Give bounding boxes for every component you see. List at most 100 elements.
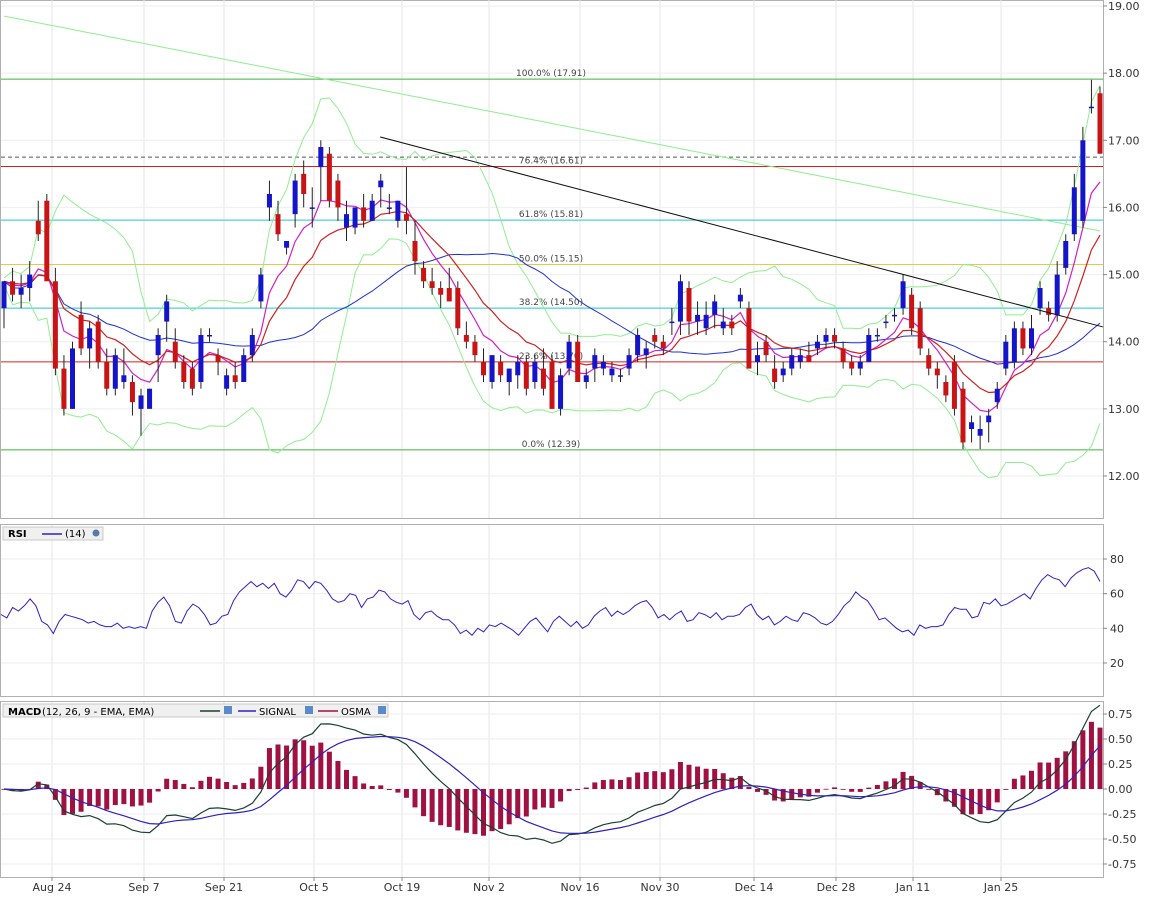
macd-params: (12, 26, 9 - EMA, EMA) xyxy=(42,707,154,718)
macd-tick-label: -0.50 xyxy=(1108,833,1136,846)
macd-tick-label: 0.50 xyxy=(1108,733,1133,746)
candle-body xyxy=(695,314,701,322)
candle-body xyxy=(224,375,230,389)
osma-bar xyxy=(1054,757,1060,789)
candle-body xyxy=(27,274,33,288)
osma-histogram xyxy=(1,721,1103,836)
fib-label: 76.4% (16.61) xyxy=(519,156,583,166)
candle-body xyxy=(780,368,786,376)
candle-body xyxy=(1029,328,1034,349)
signal-label: SIGNAL xyxy=(259,707,296,718)
osma-bar xyxy=(857,789,863,792)
rsi-tick-label: 20 xyxy=(1110,657,1124,670)
candle-body xyxy=(506,368,512,382)
candle-body xyxy=(523,361,529,389)
osma-bar xyxy=(515,789,521,819)
candle-body xyxy=(18,288,24,295)
osma-bar xyxy=(566,789,572,792)
osma-bar xyxy=(104,789,110,810)
macd-panel: 0.75 0.50 0.25 0.00 -0.25 -0.50 -0.75 MACD (12… xyxy=(0,701,1136,878)
candle-body xyxy=(874,335,880,337)
x-tick-label: Sep 7 xyxy=(128,881,159,894)
candle-body xyxy=(155,335,161,356)
candle-body xyxy=(309,207,315,209)
candle-body xyxy=(361,207,367,221)
osma-bar xyxy=(695,766,701,789)
candle-body xyxy=(755,355,760,362)
candle-body xyxy=(335,180,341,208)
candle-body xyxy=(489,355,495,382)
candle-body xyxy=(52,281,58,369)
macd-legend[interactable]: MACD (12, 26, 9 - EMA, EMA) SIGNAL OSMA xyxy=(2,703,389,718)
candle-body xyxy=(583,375,589,382)
osma-bar xyxy=(1003,789,1009,790)
candle-body xyxy=(806,355,812,362)
candle-body xyxy=(1037,288,1043,309)
osma-bar xyxy=(369,785,375,789)
osma-bar xyxy=(87,789,93,807)
x-tick-label: Nov 30 xyxy=(641,881,680,894)
signal-check-icon[interactable] xyxy=(305,706,313,714)
osma-bar xyxy=(540,789,546,808)
candle-body xyxy=(883,321,889,324)
osma-bar xyxy=(951,789,957,807)
candle-body xyxy=(481,361,486,376)
osma-bar xyxy=(917,782,923,789)
candle-body xyxy=(677,281,683,322)
candle-body xyxy=(121,375,127,382)
osma-bar xyxy=(549,789,555,808)
osma-bar xyxy=(352,776,358,789)
macd-check-icon[interactable] xyxy=(224,706,232,714)
price-tick-label: 16.00 xyxy=(1108,201,1140,214)
osma-bar xyxy=(592,782,598,789)
rsi-label: RSI xyxy=(8,529,27,540)
candle-body xyxy=(558,375,564,409)
candle-body xyxy=(403,214,409,221)
osma-check-icon[interactable] xyxy=(378,706,386,714)
osma-bar xyxy=(643,772,649,789)
fib-label: 23.6% (13.70) xyxy=(519,352,583,362)
osma-bar xyxy=(309,745,315,789)
candle-body xyxy=(70,348,75,409)
candle-body xyxy=(892,314,897,317)
osma-bar xyxy=(600,780,606,789)
osma-bar xyxy=(121,789,127,805)
macd-lines xyxy=(3,704,1101,844)
candle-body xyxy=(643,348,649,356)
x-tick-label: Jan 11 xyxy=(895,881,930,894)
candle-body xyxy=(660,341,666,349)
osma-bar xyxy=(1020,775,1026,789)
candle-body xyxy=(763,341,769,356)
osma-bar xyxy=(583,787,589,789)
settings-icon[interactable] xyxy=(92,529,100,537)
rsi-tick-label: 40 xyxy=(1110,622,1124,635)
osma-bar xyxy=(292,739,298,789)
osma-bar xyxy=(284,745,290,789)
candle-body xyxy=(455,288,461,329)
osma-bar xyxy=(866,787,872,789)
price-tick-label: 13.00 xyxy=(1108,403,1140,416)
rsi-legend[interactable]: RSI (14) xyxy=(2,526,104,541)
osma-bar xyxy=(618,779,623,789)
osma-bar xyxy=(44,784,50,789)
candle-body xyxy=(926,355,932,369)
osma-bar xyxy=(112,789,118,806)
osma-bar xyxy=(198,780,204,789)
candle-body xyxy=(369,200,375,221)
candle-body xyxy=(207,335,212,337)
candle-body xyxy=(746,308,752,369)
candle-body xyxy=(669,321,675,324)
osma-bar xyxy=(960,789,966,815)
resistance-trendline xyxy=(379,136,1104,328)
osma-bar xyxy=(746,786,752,789)
osma-bar xyxy=(61,789,67,816)
candle-body xyxy=(600,361,606,369)
candle-body xyxy=(241,355,247,382)
rsi-grid xyxy=(1,525,1103,696)
osma-bar xyxy=(129,789,135,807)
osma-bar xyxy=(558,789,564,802)
price-tick-label: 12.00 xyxy=(1108,470,1140,483)
osma-bar xyxy=(189,787,195,789)
osma-bar xyxy=(35,781,41,789)
candle-body xyxy=(429,281,435,288)
